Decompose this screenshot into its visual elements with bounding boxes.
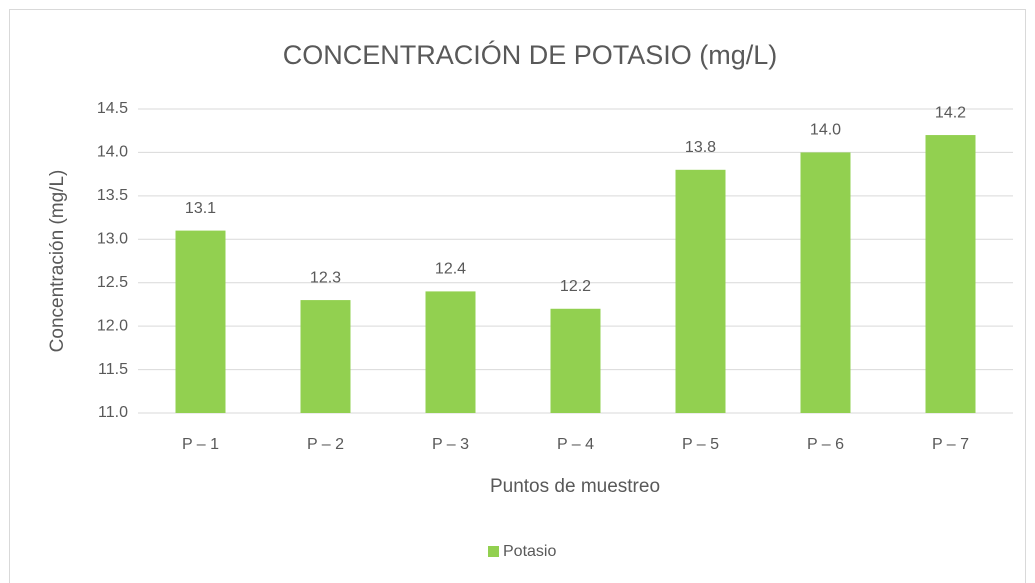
data-label: 12.2 [560, 278, 591, 295]
data-label: 14.0 [810, 122, 841, 139]
x-tick-label: P – 1 [182, 436, 219, 453]
bar [175, 230, 226, 413]
bar [425, 291, 476, 413]
bar [300, 300, 351, 413]
y-tick-label: 11.5 [98, 361, 128, 378]
chart-title: CONCENTRACIÓN DE POTASIO (mg/L) [283, 39, 778, 70]
data-label: 14.2 [935, 104, 966, 121]
y-axis-label: Concentración (mg/L) [47, 170, 68, 353]
y-tick-label: 11.0 [98, 404, 128, 421]
y-tick-label: 12.5 [97, 274, 128, 291]
bar [925, 135, 976, 414]
data-label: 12.4 [435, 261, 466, 278]
x-tick-label: P – 7 [932, 436, 969, 453]
data-label: 13.8 [685, 139, 716, 156]
y-tick-label: 13.0 [97, 231, 128, 248]
legend-label: Potasio [503, 543, 556, 560]
data-label: 13.1 [185, 200, 216, 217]
bar [800, 152, 851, 413]
x-tick-label: P – 2 [307, 436, 344, 453]
x-tick-label: P – 4 [557, 436, 594, 453]
x-axis-label: Puntos de muestreo [490, 476, 660, 497]
bar [675, 169, 726, 413]
data-label: 12.3 [310, 269, 341, 286]
x-tick-label: P – 5 [682, 436, 719, 453]
bar [550, 308, 601, 413]
y-tick-label: 14.5 [97, 100, 128, 117]
y-tick-label: 12.0 [97, 317, 128, 334]
y-tick-label: 13.5 [97, 187, 128, 204]
x-tick-label: P – 6 [807, 436, 844, 453]
legend-swatch [488, 546, 499, 557]
x-tick-label: P – 3 [432, 436, 469, 453]
y-tick-label: 14.0 [97, 144, 128, 161]
